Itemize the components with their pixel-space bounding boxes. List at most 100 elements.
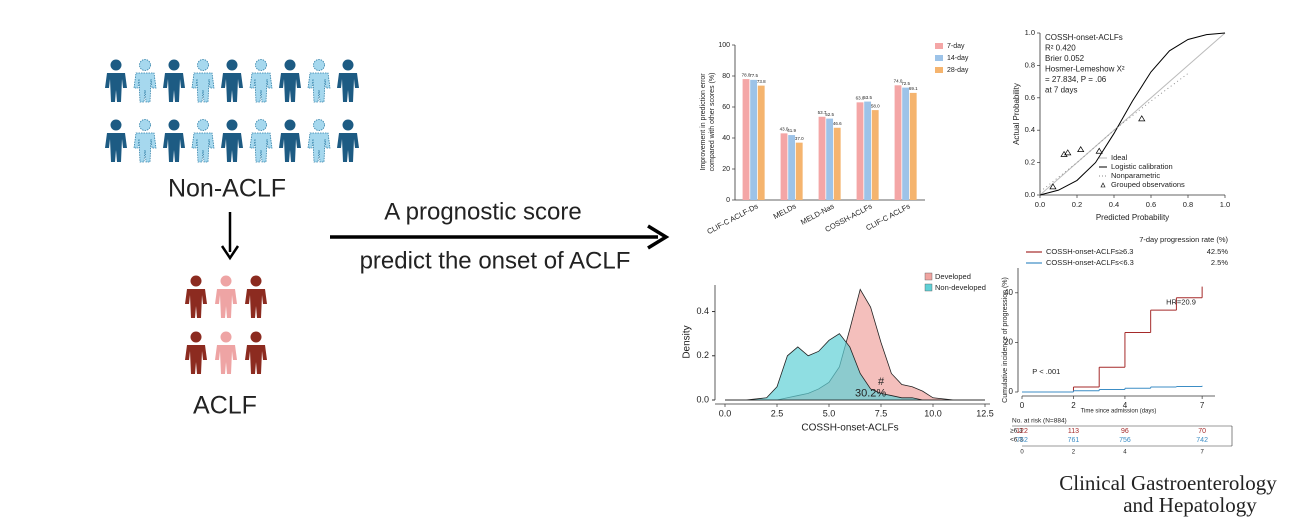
x-tick-label: 0.4 (1109, 200, 1119, 209)
body (307, 72, 331, 103)
value-label: 63.0 (856, 96, 865, 101)
y-tick-label: 60 (722, 104, 730, 111)
risk-count: 122 (1016, 428, 1028, 435)
legend-swatch (935, 55, 943, 61)
person-icon (307, 119, 331, 163)
value-label: 41.9 (787, 128, 796, 133)
body (279, 73, 301, 102)
bar (833, 127, 841, 200)
body (249, 72, 273, 103)
body (279, 133, 301, 162)
risk-time-label: 7 (1200, 450, 1204, 456)
value-label: 46.6 (833, 121, 842, 126)
y-tick-label: 1.0 (1025, 28, 1035, 37)
x-axis-label: Predicted Probability (1096, 213, 1169, 222)
grouped-observation (1138, 115, 1146, 122)
down-arrow-head (220, 245, 240, 261)
density-area (725, 333, 985, 401)
annotation: = 27.834, P = .06 (1045, 75, 1107, 84)
head (110, 119, 122, 131)
y-axis-label: Cumulative incidence of progression (%) (1002, 277, 1009, 403)
x-tick-label: 2 (1071, 401, 1076, 410)
grouped-observation (1095, 147, 1103, 154)
person-icon (133, 59, 157, 103)
risk-time-label: 2 (1072, 450, 1076, 456)
person-icon (245, 275, 267, 318)
arrow-text-top: A prognostic score (384, 198, 581, 225)
x-tick-label: 10.0 (924, 408, 942, 418)
annotation: P < .001 (1032, 367, 1060, 376)
person-icon (185, 331, 207, 374)
x-tick-label: 7.5 (875, 408, 888, 418)
calibration-line (1039, 32, 1226, 196)
legend-swatch (924, 272, 933, 281)
y-tick-label: 20 (722, 166, 730, 173)
legend-label: 28-day (947, 67, 969, 74)
body (185, 289, 207, 318)
value-label: 74.0 (894, 78, 903, 83)
y-tick-label: 20 (1004, 338, 1013, 347)
journal-name: and Hepatology (1123, 493, 1257, 517)
legend-label: 7-day (947, 43, 965, 50)
bar (902, 87, 910, 200)
legend-label: Grouped observations (1111, 180, 1185, 189)
bar (871, 110, 879, 200)
legend-swatch (935, 43, 943, 49)
head (255, 119, 267, 131)
x-tick-label: 5.0 (823, 408, 836, 418)
legend-label: COSSH-onset-ACLFs<6.3 (1046, 258, 1134, 267)
person-icon (163, 59, 185, 102)
head (284, 59, 296, 71)
body (245, 345, 267, 374)
grouped-observation (1077, 145, 1085, 152)
head (313, 59, 325, 71)
y-tick-label: 0 (1009, 387, 1014, 396)
x-tick-label: 0.2 (1072, 200, 1082, 209)
head (168, 59, 180, 71)
body (337, 73, 359, 102)
head (250, 331, 262, 343)
x-axis-label: COSSH-onset-ACLFs (801, 423, 898, 434)
value-label: 58.0 (871, 103, 880, 108)
head (139, 119, 151, 131)
right-arrow-head (647, 224, 670, 250)
risk-count: 742 (1196, 437, 1208, 444)
x-axis-label: Time since admission (days) (1081, 409, 1157, 415)
y-axis-label: Density (682, 325, 693, 358)
person-icon (191, 119, 215, 163)
legend-rate: 42.5% (1207, 247, 1229, 256)
bar (795, 142, 803, 200)
x-tick-label: 0.0 (1035, 200, 1045, 209)
y-tick-label: 0.0 (696, 394, 709, 404)
x-tick-label: 12.5 (976, 408, 994, 418)
person-icon (279, 59, 301, 102)
risk-count: 96 (1121, 428, 1129, 435)
x-tick-label: 0 (1020, 401, 1025, 410)
aclf-label: ACLF (193, 392, 257, 420)
person-icon (185, 275, 207, 318)
risk-row-label: <6.3 (1010, 437, 1023, 444)
body (191, 132, 215, 163)
body (215, 289, 237, 318)
person-icon (337, 59, 359, 102)
head (110, 59, 122, 71)
x-tick-label: CLIF-C ACLF-Ds (705, 201, 759, 236)
head (313, 119, 325, 131)
y-tick-label: 40 (722, 135, 730, 142)
person-icon (249, 59, 273, 103)
person-icon (221, 119, 243, 162)
y-tick-label: 40 (1004, 288, 1013, 297)
y-tick-label: 0.2 (1025, 158, 1035, 167)
legend-label: Ideal (1111, 153, 1128, 162)
head (139, 59, 151, 71)
person-icon (191, 59, 215, 103)
x-tick-label: 2.5 (771, 408, 784, 418)
value-label: 63.5 (863, 95, 872, 100)
legend-symbol (1100, 182, 1106, 188)
head (342, 59, 354, 71)
legend-label: COSSH-onset-ACLFs≥6.3 (1046, 247, 1133, 256)
body (249, 132, 273, 163)
x-tick-label: 0.8 (1183, 200, 1193, 209)
annotation: Brier 0.052 (1045, 54, 1085, 63)
